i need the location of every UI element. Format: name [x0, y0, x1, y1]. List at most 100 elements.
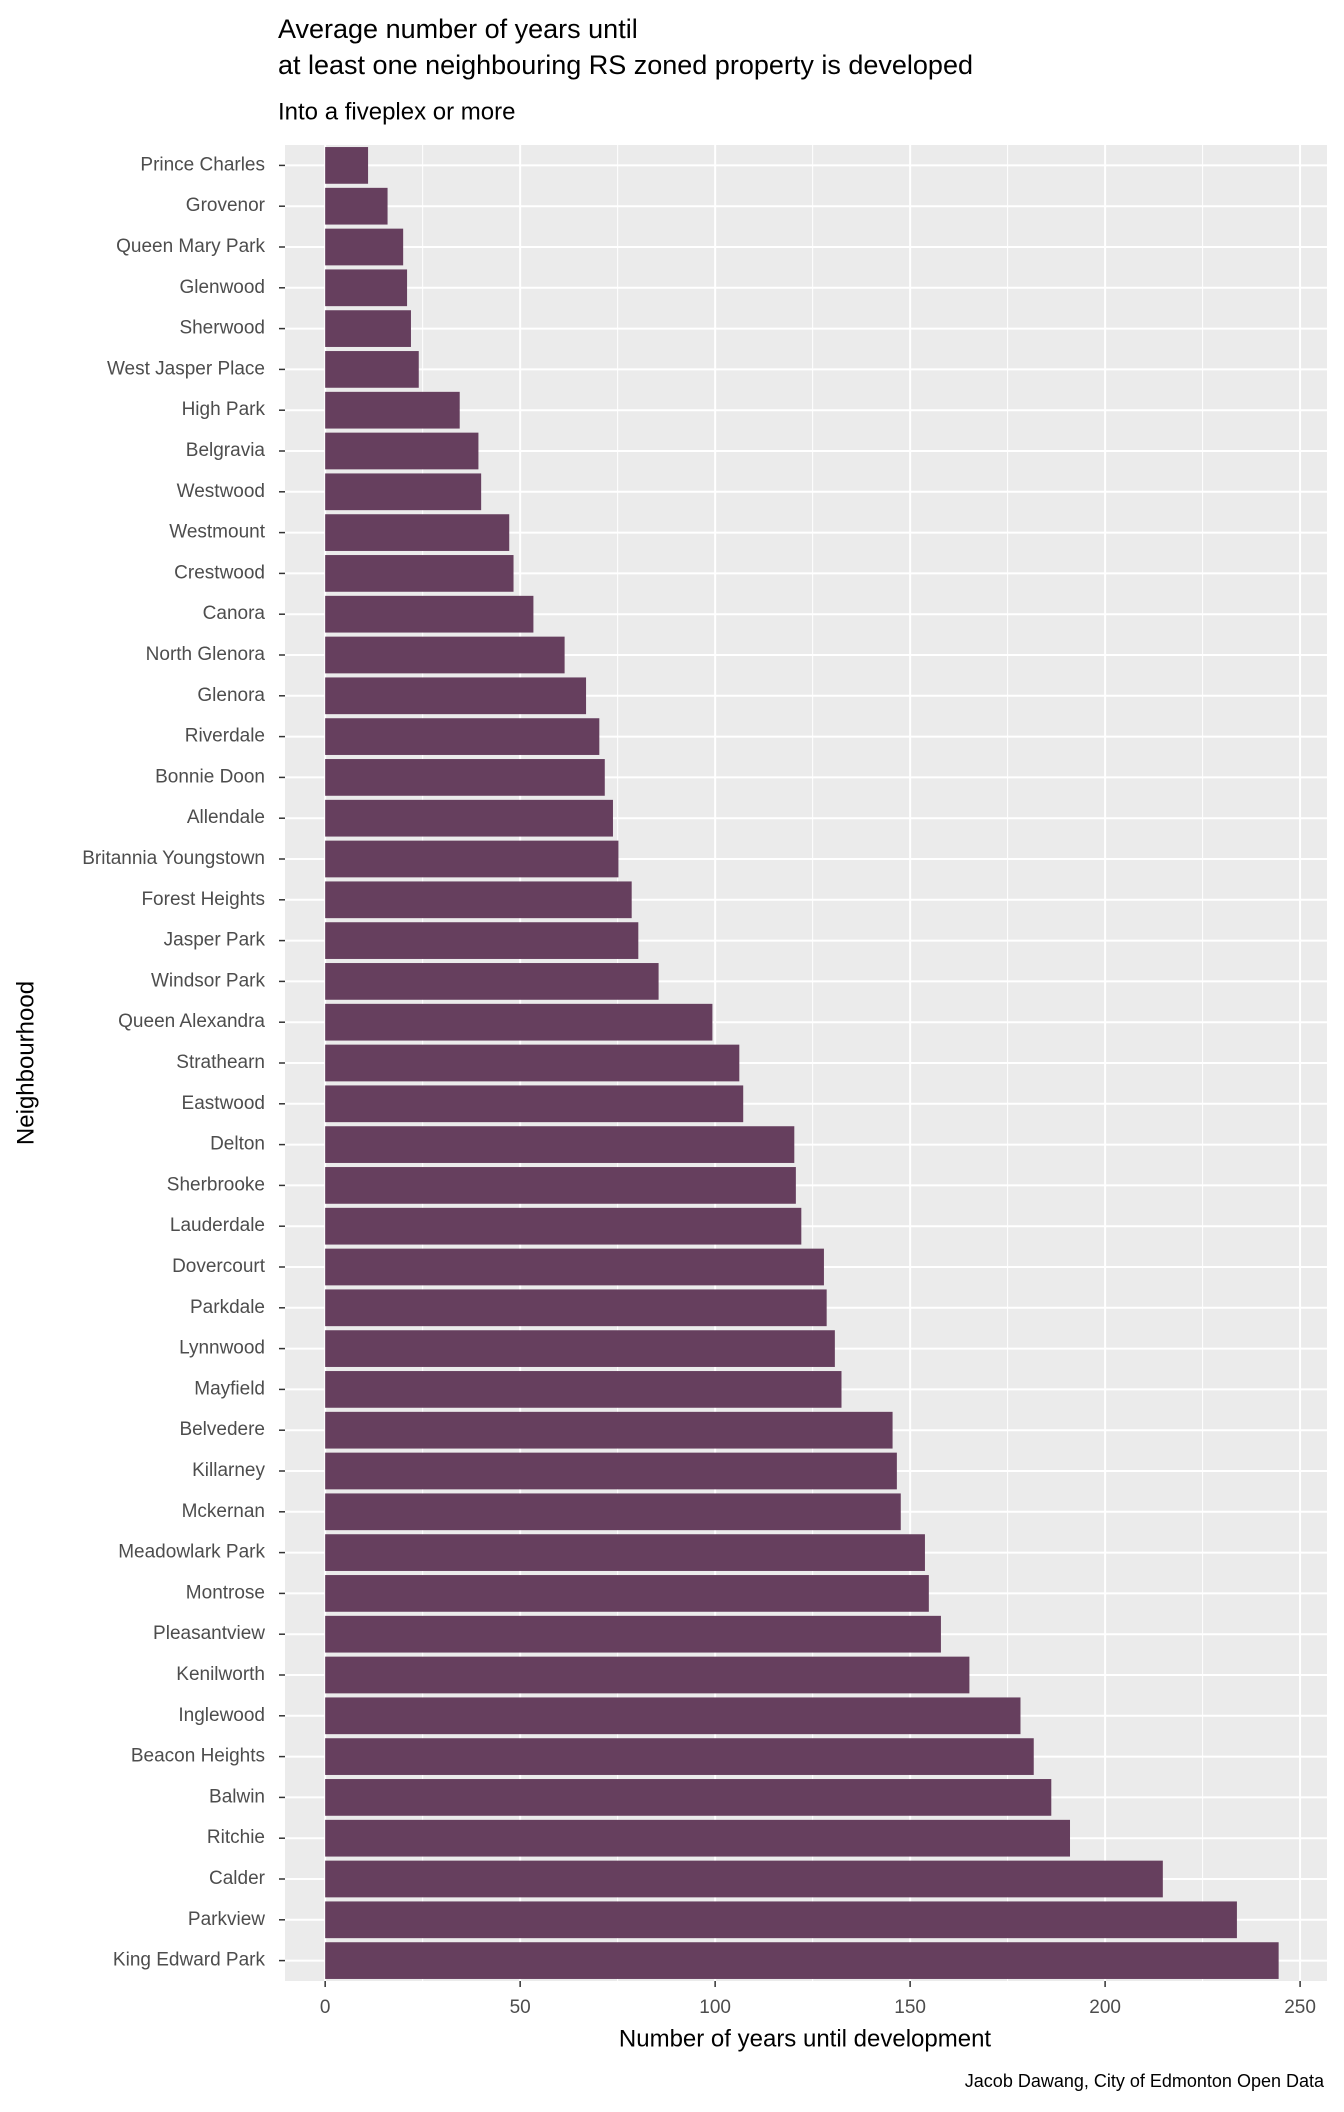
chart-title: at least one neighbouring RS zoned prope…: [278, 50, 973, 80]
chart-title: Average number of years until: [278, 14, 638, 44]
bar: [325, 636, 565, 674]
y-tick-label: High Park: [182, 399, 266, 420]
y-tick-label: Balwin: [209, 1786, 265, 1807]
bar: [325, 1126, 795, 1163]
bar: [325, 1330, 835, 1367]
y-tick-label: West Jasper Place: [107, 358, 265, 379]
y-tick-label: Grovenor: [186, 195, 266, 216]
bar: [325, 1901, 1237, 1939]
y-tick-label: Westwood: [177, 481, 265, 502]
bar: [325, 1615, 941, 1653]
bar: [325, 1860, 1163, 1898]
bar: [325, 187, 388, 225]
y-tick-label: King Edward Park: [113, 1950, 266, 1971]
y-tick-label: Forest Heights: [141, 889, 265, 910]
bar: [325, 1819, 1071, 1857]
y-tick-label: Inglewood: [178, 1705, 265, 1726]
bar: [325, 1289, 827, 1327]
bar: [325, 351, 419, 388]
bar: [325, 1167, 796, 1204]
bar: [325, 799, 613, 837]
y-tick-label: Delton: [210, 1134, 265, 1155]
bar: [325, 1493, 901, 1531]
y-tick-label: Riverdale: [185, 726, 265, 747]
y-tick-label: Queen Mary Park: [116, 236, 265, 257]
bar: [325, 1044, 740, 1082]
y-tick-label: Parkview: [188, 1909, 265, 1930]
bar: [325, 1738, 1034, 1775]
bar: [325, 1534, 925, 1571]
y-tick-label: Calder: [209, 1868, 266, 1889]
y-tick-label: Belgravia: [186, 440, 266, 461]
y-tick-label: Killarney: [192, 1460, 265, 1481]
y-tick-label: Mckernan: [182, 1501, 265, 1522]
bar: [325, 677, 587, 715]
y-tick-label: Crestwood: [174, 562, 265, 583]
y-tick-label: Parkdale: [190, 1297, 265, 1318]
y-tick-label: Glenora: [197, 685, 265, 706]
bar: [325, 310, 411, 347]
bar: [325, 1248, 824, 1286]
y-tick-label: Belvedere: [179, 1419, 265, 1440]
y-tick-label: Montrose: [186, 1582, 265, 1603]
y-tick-label: Queen Alexandra: [118, 1011, 265, 1032]
y-tick-label: Prince Charles: [140, 154, 265, 175]
y-tick-label: Sherbrooke: [167, 1174, 265, 1195]
y-tick-label: Lynnwood: [179, 1338, 265, 1359]
bar: [325, 963, 659, 1000]
bar: [325, 514, 510, 551]
y-tick-label: Eastwood: [182, 1093, 265, 1114]
bar: [325, 1697, 1021, 1735]
x-tick-label: 50: [510, 1997, 531, 2018]
y-tick-label: Britannia Youngstown: [82, 848, 265, 869]
bar: [325, 555, 514, 592]
y-tick-label: Lauderdale: [170, 1215, 265, 1236]
bar: [325, 269, 408, 307]
y-tick-label: Glenwood: [179, 277, 265, 298]
bar: [325, 840, 619, 878]
caption: Jacob Dawang, City of Edmonton Open Data: [965, 2071, 1325, 2091]
y-tick-label: Dovercourt: [172, 1256, 266, 1277]
bar: [325, 1779, 1052, 1816]
bar: [325, 228, 404, 266]
bar: [325, 147, 369, 184]
y-tick-label: Sherwood: [179, 318, 265, 339]
bar: [325, 922, 639, 959]
bar: [325, 759, 605, 796]
bar: [325, 1371, 842, 1408]
bar: [325, 391, 460, 429]
bar: [325, 718, 600, 755]
y-axis-title: Neighbourhood: [12, 981, 39, 1145]
bar: [325, 1003, 713, 1041]
y-tick-label: Mayfield: [194, 1378, 265, 1399]
y-tick-label: Meadowlark Park: [118, 1542, 265, 1563]
bar: [325, 1942, 1279, 1979]
x-tick-label: 100: [699, 1997, 731, 2018]
bar: [325, 1452, 897, 1490]
bar: [325, 473, 482, 511]
bar: [325, 1411, 893, 1449]
y-tick-label: Canora: [203, 603, 266, 624]
x-tick-label: 200: [1089, 1997, 1121, 2018]
x-tick-label: 150: [894, 1997, 926, 2018]
bar: [325, 595, 534, 633]
y-tick-label: Jasper Park: [164, 930, 266, 951]
chart-subtitle: Into a fiveplex or more: [278, 98, 515, 125]
bar: [325, 881, 632, 919]
bar: [325, 1207, 802, 1245]
y-tick-label: Beacon Heights: [131, 1746, 265, 1767]
y-tick-label: North Glenora: [146, 644, 266, 665]
y-tick-label: Strathearn: [176, 1052, 265, 1073]
bar: [325, 1656, 970, 1694]
y-tick-label: Bonnie Doon: [155, 766, 265, 787]
y-tick-label: Westmount: [169, 522, 265, 543]
x-axis-title: Number of years until development: [619, 2025, 992, 2052]
y-tick-label: Windsor Park: [151, 970, 266, 991]
y-tick-label: Pleasantview: [153, 1623, 265, 1644]
bar: [325, 1085, 744, 1123]
y-tick-label: Allendale: [187, 807, 265, 828]
x-tick-label: 250: [1284, 1997, 1316, 2018]
bar: [325, 432, 479, 470]
